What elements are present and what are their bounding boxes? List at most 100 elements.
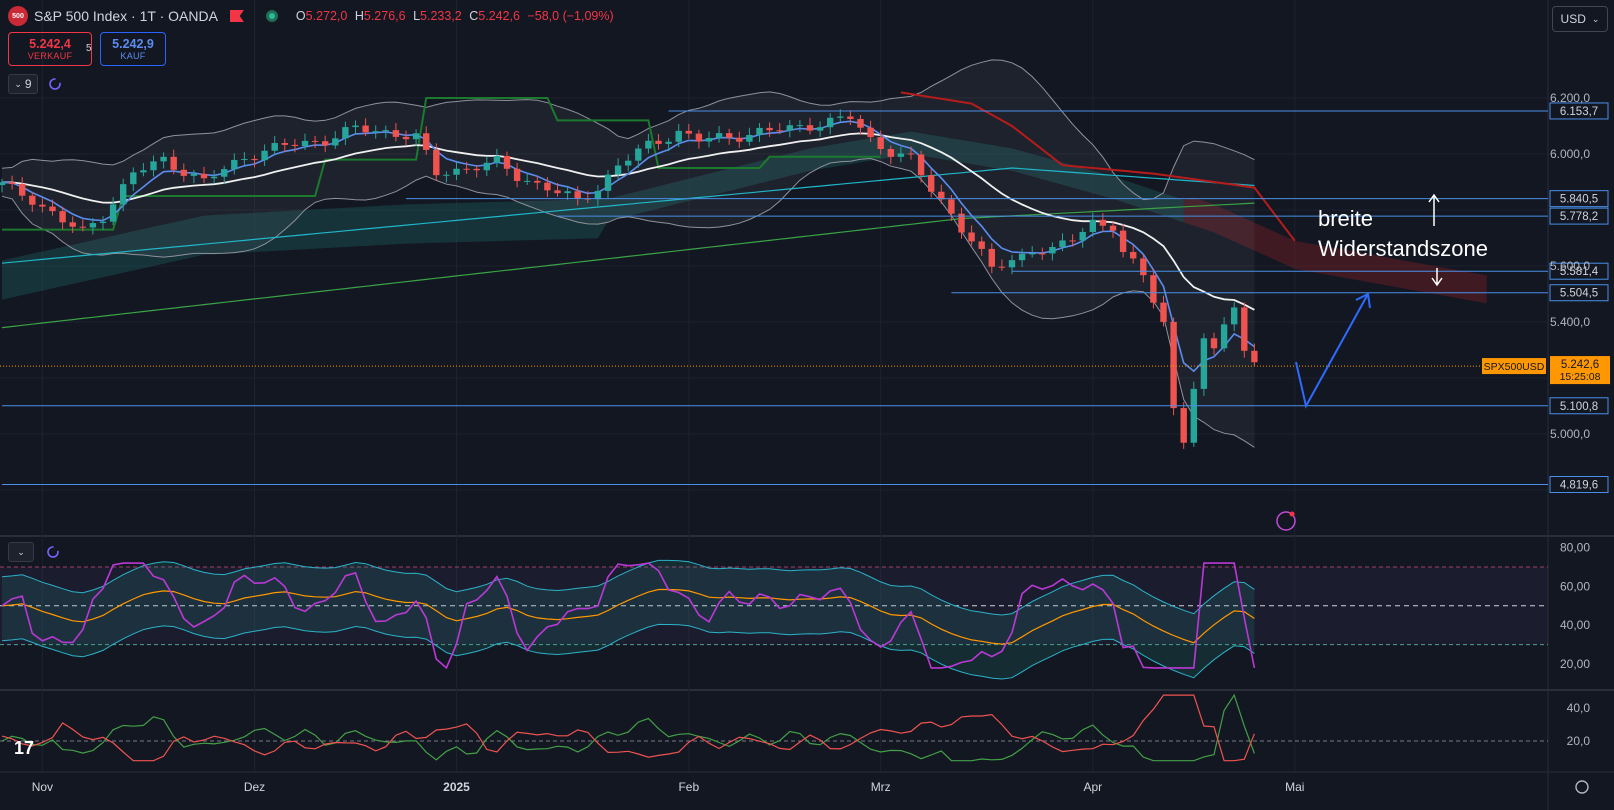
candle-body xyxy=(1231,307,1238,325)
candle-body xyxy=(645,140,652,149)
candle-body xyxy=(1241,307,1248,351)
candle xyxy=(190,169,198,184)
candle-body xyxy=(1099,219,1107,226)
candle-body xyxy=(463,168,470,170)
candle-body xyxy=(160,156,167,162)
candle-body xyxy=(948,199,955,214)
candle-body xyxy=(120,184,127,205)
rsi-axis-tick: 40,00 xyxy=(1560,618,1590,632)
candle-body xyxy=(443,174,450,176)
candle-body xyxy=(322,141,329,146)
candle-body xyxy=(887,148,894,157)
arrowhead-icon xyxy=(1355,292,1371,309)
candle xyxy=(695,129,703,149)
candle-body xyxy=(1008,260,1016,268)
bollinger-fill xyxy=(2,59,1255,448)
candle-body xyxy=(8,182,16,185)
candle-body xyxy=(1251,350,1258,363)
high-key: H xyxy=(354,9,364,23)
candle-body xyxy=(433,149,440,176)
candle xyxy=(180,163,187,182)
rsi-refresh-icon[interactable] xyxy=(42,542,64,562)
candle xyxy=(1109,222,1117,238)
price-axis-tick: 6.000,0 xyxy=(1550,147,1590,161)
candle xyxy=(251,155,258,168)
candle-body xyxy=(766,127,773,131)
candle xyxy=(847,110,854,126)
time-axis-tick: Apr xyxy=(1083,780,1102,794)
candle xyxy=(655,134,662,150)
time-axis-tick: 2025 xyxy=(443,780,470,794)
low-key: L xyxy=(413,9,421,23)
candle xyxy=(200,166,208,184)
level-label: 5.778,2 xyxy=(1560,211,1598,223)
candle-body xyxy=(665,141,672,144)
candle xyxy=(897,146,905,163)
candle xyxy=(79,219,86,232)
rsi-bb-fill xyxy=(2,560,1255,680)
candle xyxy=(322,135,329,153)
candle-body xyxy=(524,180,531,182)
alert-icon xyxy=(1276,511,1296,531)
sell-button[interactable]: 5.242,4 VERKAUF xyxy=(8,32,92,66)
ichimoku-cloud-bearish xyxy=(1183,197,1487,304)
candle-body xyxy=(564,191,571,194)
currency-select[interactable]: USD ⌄ xyxy=(1552,6,1608,32)
candle xyxy=(1079,227,1086,248)
candle xyxy=(352,120,359,134)
candle xyxy=(1190,381,1197,447)
rsi-line xyxy=(1,562,1256,670)
candle xyxy=(998,259,1006,271)
candle-body xyxy=(251,158,258,161)
candle-body xyxy=(1018,253,1026,261)
candle xyxy=(756,123,763,142)
candle xyxy=(412,129,420,147)
candle xyxy=(231,153,238,175)
rsi-collapse-button[interactable]: ⌄ xyxy=(8,542,34,562)
candle-body xyxy=(1140,258,1147,276)
candle xyxy=(827,113,834,135)
rsi-ma-line xyxy=(1,588,1255,645)
alert-badge-icon xyxy=(1289,511,1295,517)
candle-body xyxy=(604,174,612,191)
candle xyxy=(1089,212,1096,237)
symbol-title[interactable]: S&P 500 Index · 1T · OANDA xyxy=(34,8,218,24)
candle-body xyxy=(1220,324,1228,349)
dmi-axis-tick: 40,0 xyxy=(1567,701,1591,715)
candle-body xyxy=(513,168,521,181)
refresh-icon[interactable] xyxy=(44,74,66,94)
supertrend-green xyxy=(2,97,881,231)
candle-body xyxy=(837,116,844,118)
candle xyxy=(806,117,814,135)
candle-body xyxy=(109,204,117,222)
candle-body xyxy=(847,116,854,120)
candle-body xyxy=(1210,338,1218,349)
candle-body xyxy=(49,206,56,212)
candle xyxy=(685,123,692,139)
level-tag xyxy=(1549,476,1609,494)
candle xyxy=(1210,332,1218,355)
candle-body xyxy=(291,144,299,146)
price-axis-tick: 5.400,0 xyxy=(1550,315,1590,329)
buy-price: 5.242,9 xyxy=(112,36,154,51)
buy-button[interactable]: 5.242,9 KAUF xyxy=(100,32,166,66)
candle-body xyxy=(89,223,97,228)
indicator-collapse-button[interactable]: ⌄ 9 xyxy=(8,74,38,94)
candle xyxy=(69,216,76,234)
arrow-up-icon xyxy=(1428,193,1440,226)
sell-price: 5.242,4 xyxy=(29,36,71,51)
change-value: −58,0 (−1,09%) xyxy=(527,9,614,23)
rsi-axis-tick: 60,00 xyxy=(1560,579,1590,593)
candle-body xyxy=(99,221,107,224)
candle xyxy=(877,130,884,155)
candle-body xyxy=(715,133,723,139)
candle xyxy=(1119,223,1127,258)
candle xyxy=(99,216,107,230)
dmi-axis-tick: 20,0 xyxy=(1567,734,1591,748)
flag-icon[interactable] xyxy=(229,10,244,22)
candle-body xyxy=(1160,302,1167,322)
candle xyxy=(645,133,652,154)
candle-body xyxy=(867,127,874,138)
candle-body xyxy=(1059,240,1066,247)
